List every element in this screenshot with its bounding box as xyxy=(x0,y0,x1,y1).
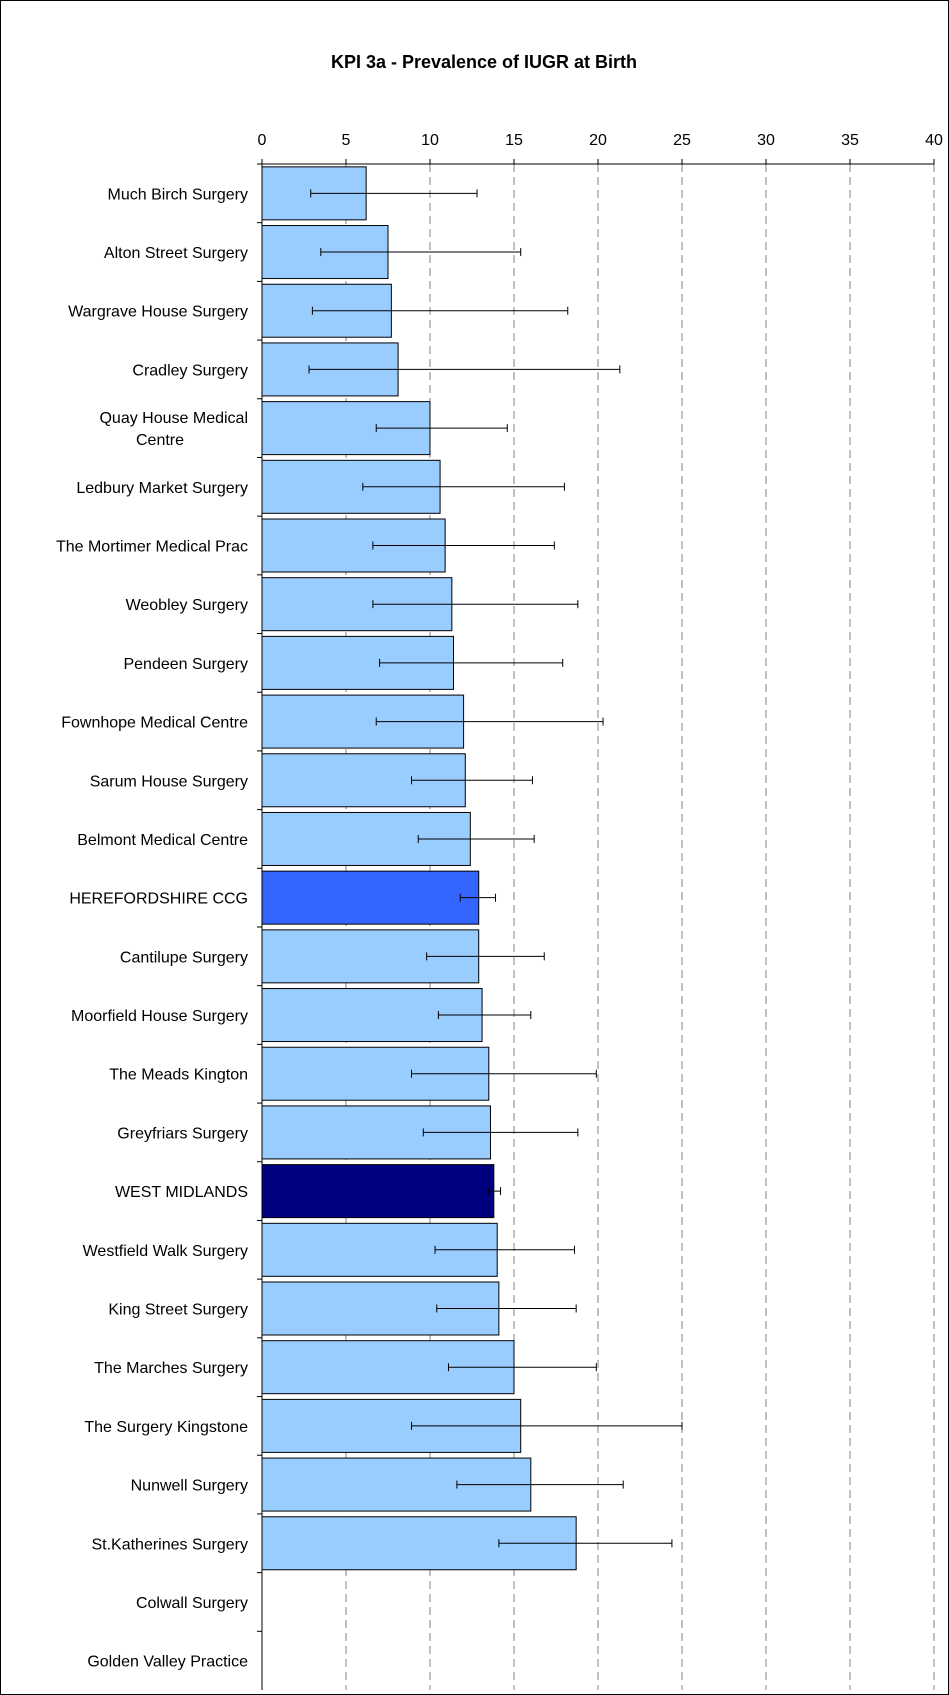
category-label: Moorfield House Surgery xyxy=(71,1008,248,1025)
category-label: King Street Surgery xyxy=(108,1302,248,1319)
category-label: The Meads Kington xyxy=(109,1067,248,1084)
category-label: Nunwell Surgery xyxy=(131,1478,248,1495)
category-label: Weobley Surgery xyxy=(126,597,248,614)
x-tick-label: 0 xyxy=(258,132,267,149)
category-label: WEST MIDLANDS xyxy=(115,1184,248,1201)
category-label: St.Katherines Surgery xyxy=(91,1536,248,1553)
x-tick-label: 25 xyxy=(673,132,691,149)
x-tick-label: 15 xyxy=(505,132,523,149)
category-label: Alton Street Surgery xyxy=(104,245,248,262)
x-tick-label: 5 xyxy=(342,132,351,149)
category-label: The Mortimer Medical Prac xyxy=(56,539,248,556)
category-label: Pendeen Surgery xyxy=(123,656,248,673)
bar xyxy=(261,1164,495,1219)
category-label: Golden Valley Practice xyxy=(87,1654,248,1671)
category-label: Cradley Surgery xyxy=(132,362,248,379)
x-tick-label: 20 xyxy=(589,132,607,149)
category-label: Belmont Medical Centre xyxy=(77,832,248,849)
category-label: Cantilupe Surgery xyxy=(120,949,248,966)
category-label: Westfield Walk Surgery xyxy=(83,1243,248,1260)
x-tick-label: 10 xyxy=(421,132,439,149)
chart-title: KPI 3a - Prevalence of IUGR at Birth xyxy=(331,52,637,72)
x-tick-label: 30 xyxy=(757,132,775,149)
category-label: HEREFORDSHIRE CCG xyxy=(69,891,248,908)
x-tick-label: 35 xyxy=(841,132,859,149)
axes xyxy=(257,163,935,1690)
bar xyxy=(261,870,480,925)
category-label: Wargrave House Surgery xyxy=(68,304,248,321)
category-label: Sarum House Surgery xyxy=(90,773,248,790)
category-label: Quay House Medical xyxy=(99,410,248,427)
category-label: Colwall Surgery xyxy=(136,1595,248,1612)
category-labels: Much Birch Surgery Alton Street Surgery Wa… xyxy=(56,186,248,1670)
error-bars xyxy=(308,189,683,1548)
category-label: Ledbury Market Surgery xyxy=(76,480,248,497)
category-label: The Marches Surgery xyxy=(94,1360,248,1377)
category-label: Fownhope Medical Centre xyxy=(61,715,248,732)
x-axis-ticks: 0 5 10 15 20 25 30 35 40 xyxy=(258,132,943,164)
category-label: Much Birch Surgery xyxy=(108,186,249,203)
category-label: The Surgery Kingstone xyxy=(84,1419,248,1436)
x-tick-label: 40 xyxy=(925,132,943,149)
bars xyxy=(261,166,577,1571)
category-label: Greyfriars Surgery xyxy=(117,1125,248,1142)
category-label: Centre xyxy=(136,432,184,449)
